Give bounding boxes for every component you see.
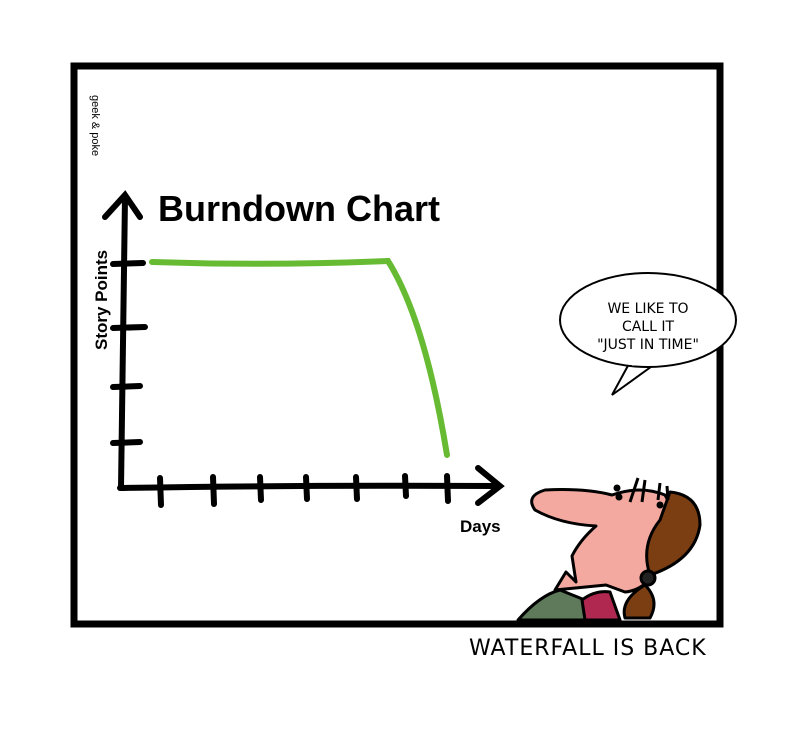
y-axis-label: Story Points — [92, 250, 111, 350]
hair — [645, 490, 702, 577]
chart-title: Burndown Chart — [158, 188, 440, 229]
x-tick — [353, 474, 360, 502]
bubble-line-1: WE LIKE TO — [607, 301, 688, 317]
x-axis-label: Days — [460, 517, 501, 536]
x-tick — [444, 473, 451, 504]
hair-tie — [639, 569, 657, 587]
bubble-line-3: "JUST IN TIME" — [597, 337, 699, 353]
character-illustration — [516, 477, 702, 622]
x-tick — [257, 474, 264, 503]
ponytail — [622, 583, 656, 620]
y-tick — [110, 324, 148, 331]
y-tick — [110, 260, 146, 267]
burndown-line — [149, 257, 450, 458]
caption: WATERFALL IS BACK — [469, 636, 707, 661]
x-tick — [402, 473, 409, 499]
speech-bubble: WE LIKE TO CALL IT "JUST IN TIME" — [559, 272, 737, 396]
y-tick — [110, 383, 143, 390]
y-axis — [118, 194, 128, 491]
worry-lines — [628, 477, 670, 503]
x-axis-arrow — [475, 465, 505, 506]
x-tick — [303, 474, 310, 502]
chart-axes — [102, 190, 505, 508]
credit-text: geek & poke — [89, 95, 101, 156]
shirt — [516, 588, 587, 622]
bubble-line-2: CALL IT — [622, 319, 675, 335]
scarf — [580, 590, 622, 622]
y-tick — [110, 439, 143, 446]
x-tick — [210, 474, 217, 507]
y-axis-arrow — [102, 190, 143, 220]
x-tick — [157, 475, 164, 508]
